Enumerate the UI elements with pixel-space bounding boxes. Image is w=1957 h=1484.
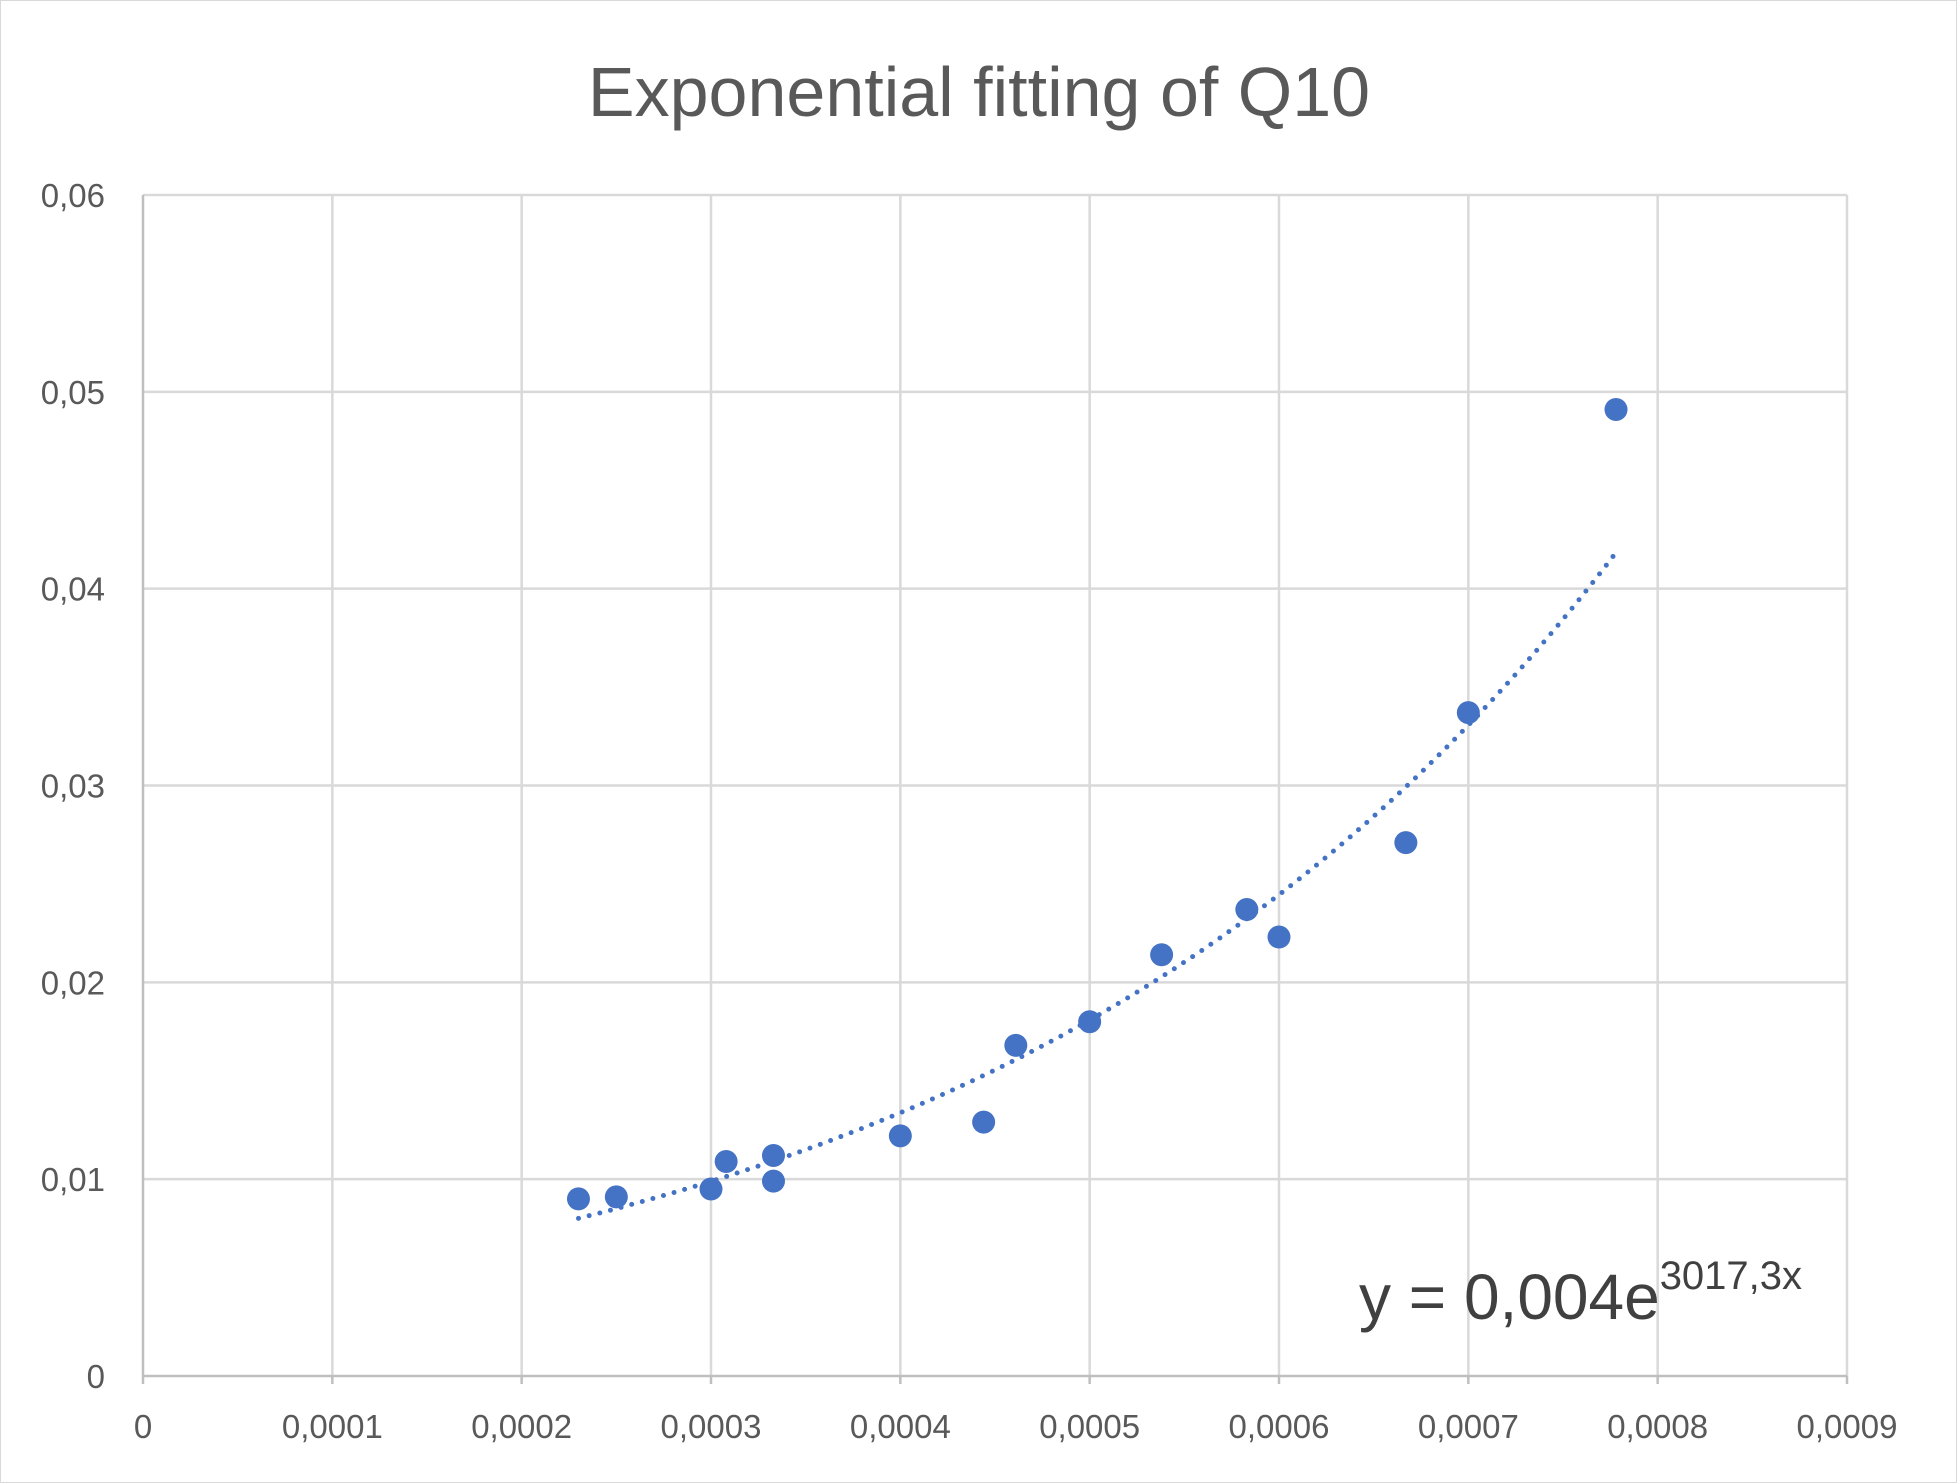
axes	[141, 195, 1849, 1384]
data-point	[604, 1185, 628, 1209]
data-point	[1150, 943, 1174, 967]
y-tick-label: 0,04	[41, 571, 105, 608]
x-tick-label: 0,0005	[1039, 1408, 1140, 1445]
y-tick-label: 0	[87, 1358, 105, 1395]
chart-title: Exponential fitting of Q10	[588, 53, 1370, 131]
x-tick-label: 0,0001	[282, 1408, 383, 1445]
y-tick-label: 0,02	[41, 964, 105, 1001]
x-tick-label: 0,0008	[1607, 1408, 1708, 1445]
data-point	[1078, 1010, 1102, 1034]
data-point	[761, 1169, 785, 1193]
data-point	[1267, 925, 1291, 949]
x-tick-label: 0,0004	[850, 1408, 951, 1445]
data-point	[1456, 701, 1480, 725]
data-point	[1604, 398, 1628, 422]
data-point	[1394, 831, 1418, 855]
x-tick-labels: 0 0,0001 0,0002 0,0003 0,0004 0,0005 0,0006 0,0…	[134, 1408, 1898, 1445]
data-points	[566, 398, 1628, 1211]
y-tick-label: 0,06	[41, 177, 105, 214]
trendline	[576, 550, 1619, 1221]
gridlines	[143, 193, 1849, 1376]
data-point	[566, 1187, 590, 1211]
x-tick-label: 0,0003	[661, 1408, 762, 1445]
data-point	[714, 1149, 738, 1173]
x-tick-label: 0,0002	[471, 1408, 572, 1445]
x-tick-label: 0,0006	[1229, 1408, 1330, 1445]
data-point	[761, 1144, 785, 1168]
x-tick-label: 0	[134, 1408, 152, 1445]
y-tick-label: 0,05	[41, 374, 105, 411]
data-point	[1235, 898, 1259, 922]
data-point	[1004, 1033, 1028, 1057]
trendline-path	[576, 550, 1619, 1221]
data-point	[972, 1110, 996, 1134]
x-tick-label: 0,0009	[1797, 1408, 1898, 1445]
data-point	[699, 1177, 723, 1201]
x-tick-label: 0,0007	[1418, 1408, 1519, 1445]
y-tick-label: 0,03	[41, 768, 105, 805]
data-point	[888, 1124, 912, 1148]
y-tick-label: 0,01	[41, 1161, 105, 1198]
trendline-equation-exponent: 3017,3x	[1660, 1254, 1802, 1298]
y-tick-labels: 0 0,01 0,02 0,03 0,04 0,05 0,06	[41, 177, 105, 1395]
trendline-equation-main: y = 0,004e	[1359, 1261, 1660, 1333]
trendline-equation: y = 0,004e3017,3x	[1359, 1254, 1802, 1333]
